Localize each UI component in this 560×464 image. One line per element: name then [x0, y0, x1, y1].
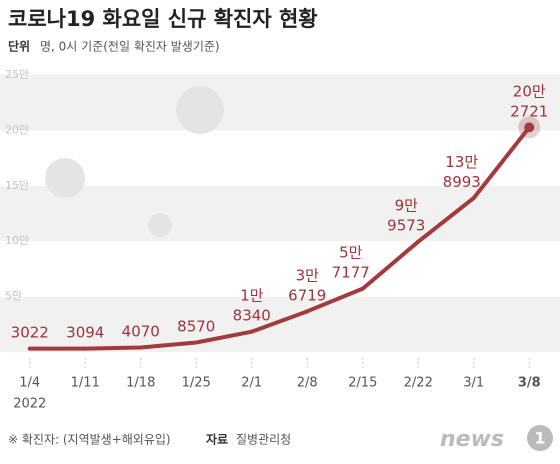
logo-badge	[527, 425, 553, 451]
value-label: 13만 8993	[443, 152, 481, 190]
value-label: 3094	[66, 323, 104, 341]
y-tick-label: 15만	[5, 179, 29, 192]
subtitle: 명, 0시 기준(전일 확진자 발생기준)	[40, 40, 220, 54]
grid-band	[0, 296, 560, 352]
value-label: 5만 7177	[332, 243, 370, 281]
point	[194, 340, 199, 345]
value-label: 9만 9573	[387, 196, 425, 234]
y-tick-label: 25만	[5, 68, 29, 81]
x-tick-label: 2/22	[404, 376, 433, 391]
subtitle-label: 단위	[8, 39, 30, 54]
point	[360, 286, 365, 291]
logo: news	[440, 427, 504, 452]
point	[138, 345, 143, 350]
line	[29, 126, 531, 351]
value-label: 1만 8340	[233, 286, 271, 324]
point	[305, 309, 310, 314]
footnote: ※ 확진자: (지역발생+해외유입)	[8, 433, 171, 447]
value-label: 8570	[177, 317, 215, 335]
x-tick-label: 3/8	[518, 376, 541, 391]
y-tick-label: 20만	[5, 123, 29, 136]
value-label: 3022	[11, 323, 49, 341]
x-subtitle: 2022	[13, 397, 46, 412]
source: 질병관리청	[236, 433, 291, 447]
y-tick-label: 10만	[5, 234, 29, 247]
x-tick-label: 1/4	[19, 376, 40, 391]
x-tick-label: 2/1	[241, 376, 262, 391]
x-tick-label: 3/1	[463, 376, 484, 391]
grid-band	[0, 185, 560, 242]
point	[471, 195, 476, 200]
point	[27, 346, 32, 351]
logo-num: 1	[534, 429, 545, 448]
point	[83, 346, 88, 351]
chart-title: 코로나19 화요일 신규 확진자 현황	[8, 7, 318, 31]
grid-band	[0, 75, 560, 131]
grid-band	[0, 130, 560, 186]
value-label: 20만 2721	[510, 82, 548, 120]
point	[249, 329, 254, 334]
value-label: 3만 6719	[288, 266, 326, 304]
source-label: 자료	[206, 432, 228, 447]
grid-band	[0, 241, 560, 297]
decoration	[45, 86, 224, 237]
x-tick-label: 1/11	[71, 376, 100, 391]
point	[416, 239, 421, 244]
value-label: 4070	[122, 322, 160, 340]
x-tick-label: 2/15	[348, 376, 377, 391]
x-tick-label: 1/18	[126, 376, 155, 391]
x-tick-label: 1/25	[182, 376, 211, 391]
point	[524, 122, 535, 133]
y-tick-label: 5만	[5, 290, 22, 303]
x-tick-label: 2/8	[297, 376, 318, 391]
